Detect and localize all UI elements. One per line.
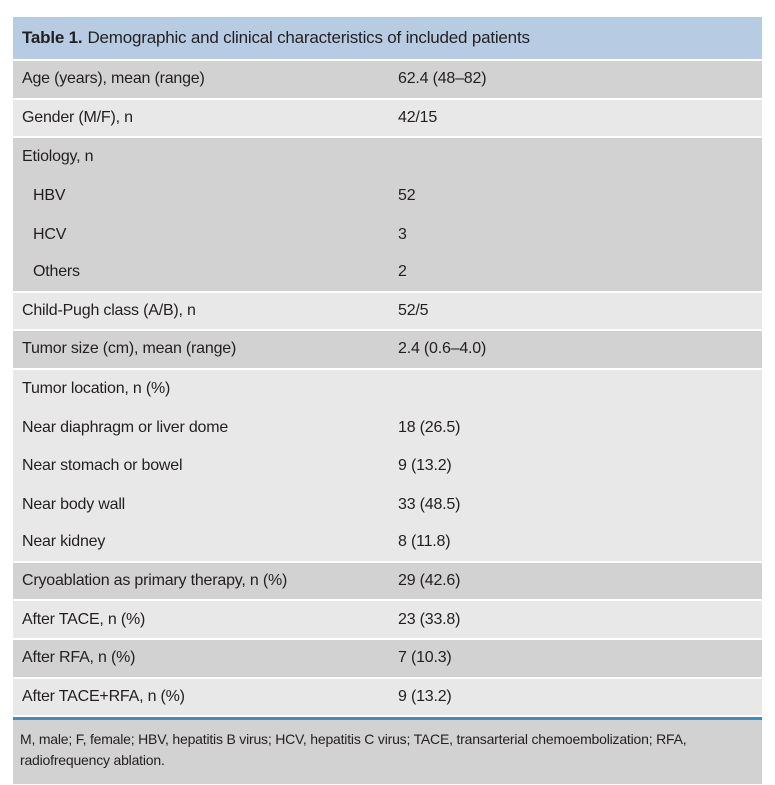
row-value: 52/5 [398, 301, 429, 319]
table-row: Others 2 [13, 253, 762, 291]
row-label: Cryoablation as primary therapy, n (%) [22, 572, 288, 590]
row-label: Near stomach or bowel [22, 457, 183, 475]
row-label: Near diaphragm or liver dome [22, 418, 229, 436]
row-label: Gender (M/F), n [22, 108, 133, 126]
table-row: Near stomach or bowel 9 (13.2) [13, 446, 762, 486]
row-label: After TACE+RFA, n (%) [22, 687, 185, 705]
table-1: Table 1. Demographic and clinical charac… [13, 17, 762, 785]
row-value: 3 [398, 225, 407, 243]
row-value: 2.4 (0.6–4.0) [398, 340, 487, 358]
table-row: Cryoablation as primary therapy, n (%) 2… [13, 562, 762, 600]
row-value: 9 (13.2) [398, 687, 452, 705]
table-title-text: Demographic and clinical characteristics… [87, 28, 530, 47]
row-label: After TACE, n (%) [22, 610, 146, 628]
table-row: Near diaphragm or liver dome 18 (26.5) [13, 408, 762, 447]
table-row: Tumor location, n (%) [13, 369, 762, 409]
row-label: HBV [33, 187, 66, 205]
row-value: 62.4 (48–82) [398, 70, 487, 88]
row-label: Tumor size (cm), mean (range) [22, 340, 237, 358]
row-label: After RFA, n (%) [22, 649, 136, 667]
row-value: 33 (48.5) [398, 495, 461, 513]
row-value: 52 [398, 187, 416, 205]
table-body: Age (years), mean (range) 62.4 (48–82) G… [13, 61, 762, 716]
footnote-line-1: M, male; F, female; HBV, hepatitis B vir… [20, 731, 687, 748]
table-row: Age (years), mean (range) 62.4 (48–82) [13, 61, 762, 98]
row-value: 42/15 [398, 108, 438, 126]
table-title: Table 1. Demographic and clinical charac… [13, 17, 762, 59]
table-row: HCV 3 [13, 215, 762, 254]
table-row: After RFA, n (%) 7 (10.3) [13, 639, 762, 677]
separator-rule [13, 717, 762, 721]
footnote-line-2: radiofrequency ablation. [20, 752, 165, 769]
row-label: Child-Pugh class (A/B), n [22, 301, 196, 319]
row-value: 23 (33.8) [398, 610, 461, 628]
row-value: 8 (11.8) [398, 533, 451, 551]
row-label: Age (years), mean (range) [22, 70, 205, 88]
table-row: Near body wall 33 (48.5) [13, 485, 762, 525]
row-value: 7 (10.3) [398, 649, 452, 667]
row-value: 2 [398, 263, 407, 281]
table-row: Tumor size (cm), mean (range) 2.4 (0.6–4… [13, 331, 762, 368]
row-value: 9 (13.2) [398, 457, 452, 475]
row-label: Near kidney [22, 533, 106, 551]
row-label: Etiology, n [22, 148, 94, 166]
table-row: After TACE+RFA, n (%) 9 (13.2) [13, 678, 762, 716]
table-row: Near kidney 8 (11.8) [13, 524, 762, 561]
table-row: HBV 52 [13, 176, 762, 216]
row-label: Others [33, 263, 80, 281]
table-number: Table 1. [22, 28, 83, 47]
table-footnote: M, male; F, female; HBV, hepatitis B vir… [13, 720, 762, 785]
table-row: Child-Pugh class (A/B), n 52/5 [13, 292, 762, 330]
table-row: Gender (M/F), n 42/15 [13, 99, 762, 137]
row-value: 29 (42.6) [398, 572, 461, 590]
row-label: Tumor location, n (%) [22, 380, 171, 398]
row-value: 18 (26.5) [398, 418, 461, 436]
table-row: After TACE, n (%) 23 (33.8) [13, 601, 762, 638]
row-label: Near body wall [22, 495, 126, 513]
row-label: HCV [33, 225, 67, 243]
table-row: Etiology, n [13, 138, 762, 177]
